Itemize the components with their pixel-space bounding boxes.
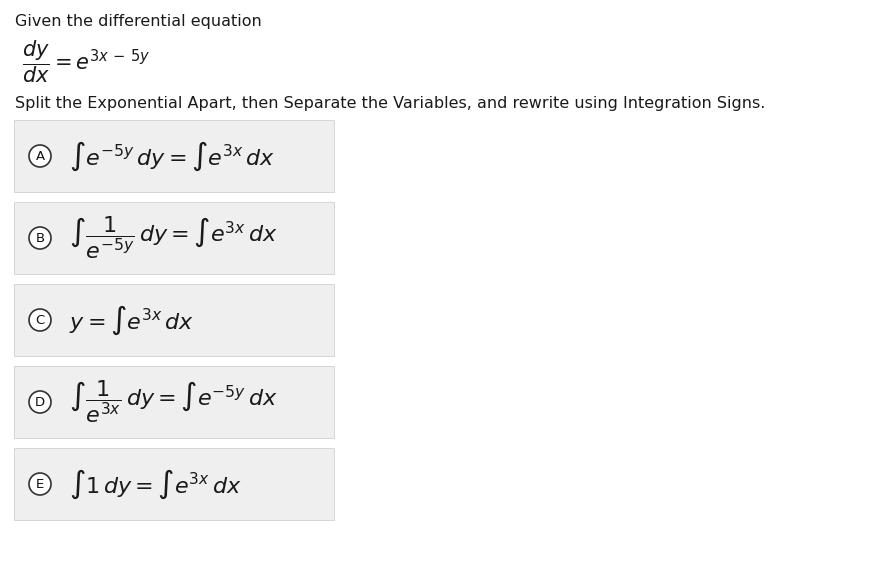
FancyBboxPatch shape xyxy=(14,284,334,356)
FancyBboxPatch shape xyxy=(14,202,334,274)
Circle shape xyxy=(29,391,51,413)
Text: $\int \dfrac{1}{e^{-5y}}\, dy = \int e^{3x}\, dx$: $\int \dfrac{1}{e^{-5y}}\, dy = \int e^{… xyxy=(69,215,278,261)
Text: B: B xyxy=(36,232,45,244)
Text: $\dfrac{dy}{dx} = e^{3x\,-\,5y}$: $\dfrac{dy}{dx} = e^{3x\,-\,5y}$ xyxy=(22,38,150,85)
Text: $\int 1\, dy = \int e^{3x}\, dx$: $\int 1\, dy = \int e^{3x}\, dx$ xyxy=(69,467,241,500)
Text: $y = \int e^{3x}\, dx$: $y = \int e^{3x}\, dx$ xyxy=(69,303,194,337)
Circle shape xyxy=(29,309,51,331)
Circle shape xyxy=(29,473,51,495)
Text: Given the differential equation: Given the differential equation xyxy=(15,14,262,29)
FancyBboxPatch shape xyxy=(14,120,334,192)
Text: Split the Exponential Apart, then Separate the Variables, and rewrite using Inte: Split the Exponential Apart, then Separa… xyxy=(15,96,765,111)
Text: D: D xyxy=(35,395,45,408)
FancyBboxPatch shape xyxy=(14,448,334,520)
Text: C: C xyxy=(36,314,45,327)
Text: $\int \dfrac{1}{e^{3x}}\, dy = \int e^{-5y}\, dx$: $\int \dfrac{1}{e^{3x}}\, dy = \int e^{-… xyxy=(69,379,278,425)
Text: $\int e^{-5y}\, dy = \int e^{3x}\, dx$: $\int e^{-5y}\, dy = \int e^{3x}\, dx$ xyxy=(69,139,275,173)
Text: E: E xyxy=(36,478,44,491)
Circle shape xyxy=(29,227,51,249)
FancyBboxPatch shape xyxy=(14,366,334,438)
Circle shape xyxy=(29,145,51,167)
Text: A: A xyxy=(36,149,45,162)
